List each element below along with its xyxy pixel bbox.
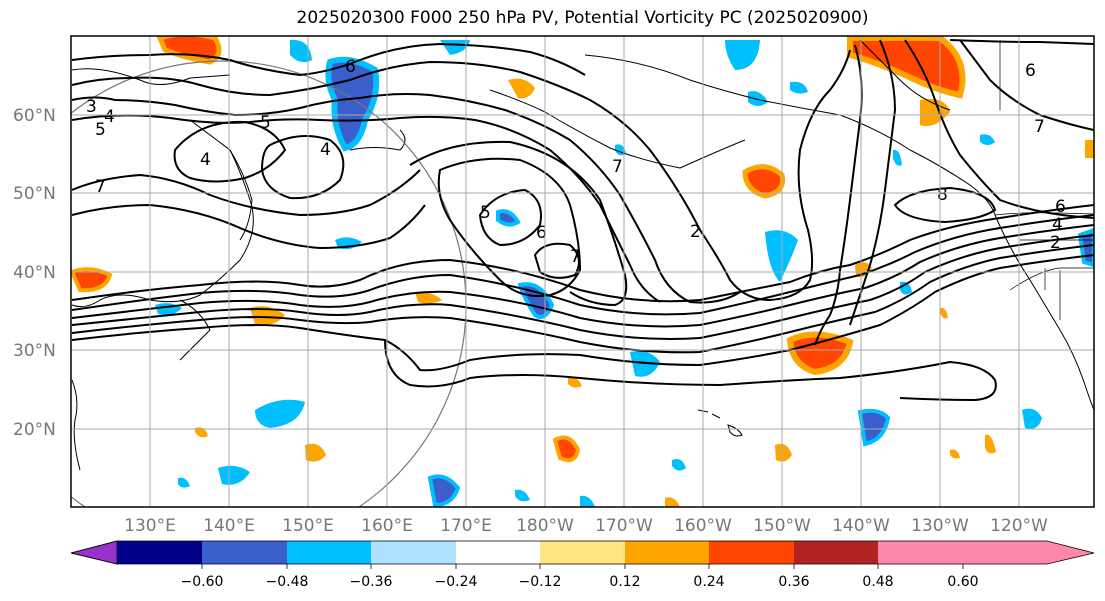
lon-label: 140°W [832,516,890,536]
contour-label: 2 [690,222,701,242]
colorbar-swatch [371,541,456,564]
colorbar-tick-label: −0.24 [435,574,478,590]
positive-anomaly-patches [71,36,1094,507]
contour-label: 7 [612,157,623,177]
plot-title: 2025020300 F000 250 hPa PV, Potential Vo… [296,8,869,28]
colorbar-swatch [456,541,540,564]
colorbar-tick-label: 0.36 [778,574,809,590]
lon-label: 120°W [990,516,1048,536]
lon-label: 140°E [203,516,255,536]
lon-label: 130°W [911,516,969,536]
contour-label: 7 [95,177,106,197]
contour-labels: 3 4 5 7 5 4 4 5 6 7 2 6 8 7 6 4 2 6 7 [86,57,1066,267]
colorbar-swatch [878,541,963,564]
lat-label: 40°N [13,263,56,283]
longitude-labels: 130°E 140°E 150°E 160°E 170°E 180°W 170°… [124,516,1048,536]
colorbar-tick-label: 0.60 [947,574,978,590]
coastlines [71,39,1094,471]
lat-label: 60°N [13,106,56,126]
colorbar-swatch [794,541,878,564]
lat-label: 20°N [13,420,56,440]
contour-label: 5 [480,203,491,223]
latitude-labels: 60°N 50°N 40°N 30°N 20°N [13,106,56,440]
colorbar-tick-label: 0.48 [862,574,893,590]
lat-label: 30°N [13,341,56,361]
lon-label: 160°W [674,516,732,536]
contour-label: 5 [95,120,106,140]
contour-label: 7 [570,247,581,267]
colorbar-swatch [540,541,625,564]
contour-label: 3 [86,97,97,117]
colorbar-tick-label: −0.12 [519,574,562,590]
colorbar-tick-label: 0.12 [609,574,640,590]
colorbar: −0.60 −0.48 −0.36 −0.24 −0.12 0.12 0.24 … [70,540,1095,590]
colorbar-tick-label: 0.24 [693,574,724,590]
contour-label: 6 [1025,61,1036,81]
contour-label: 7 [1034,117,1045,137]
contour-label: 8 [937,185,948,205]
lon-label: 170°E [440,516,492,536]
lon-label: 170°W [595,516,653,536]
contour-label: 4 [200,150,211,170]
contour-label: 6 [345,57,356,77]
borders [994,40,1094,320]
lon-label: 130°E [124,516,176,536]
contour-label: 5 [260,113,271,133]
lon-label: 180°W [516,516,574,536]
contour-label: 4 [104,107,115,127]
colorbar-swatch [709,541,794,564]
colorbar-tick-label: −0.60 [181,574,224,590]
lat-label: 50°N [13,184,56,204]
lon-label: 150°E [282,516,334,536]
contour-label: 6 [536,223,547,243]
colorbar-swatch [625,541,709,564]
contour-label: 6 [1055,197,1066,217]
contour-label: 2 [1050,233,1061,253]
colorbar-tick-label: −0.36 [350,574,393,590]
graticule [71,36,1094,507]
colorbar-tick-label: −0.48 [266,574,309,590]
colorbar-extend-low [70,540,118,565]
lon-label: 150°W [753,516,811,536]
map-border [70,35,1095,508]
colorbar-swatch [202,541,287,564]
colorbar-swatch [117,541,202,564]
contour-label: 4 [320,140,331,160]
colorbar-extend-high [963,541,1094,564]
lon-label: 160°E [361,516,413,536]
contour-label: 4 [1052,215,1063,235]
colorbar-swatch [287,541,371,564]
